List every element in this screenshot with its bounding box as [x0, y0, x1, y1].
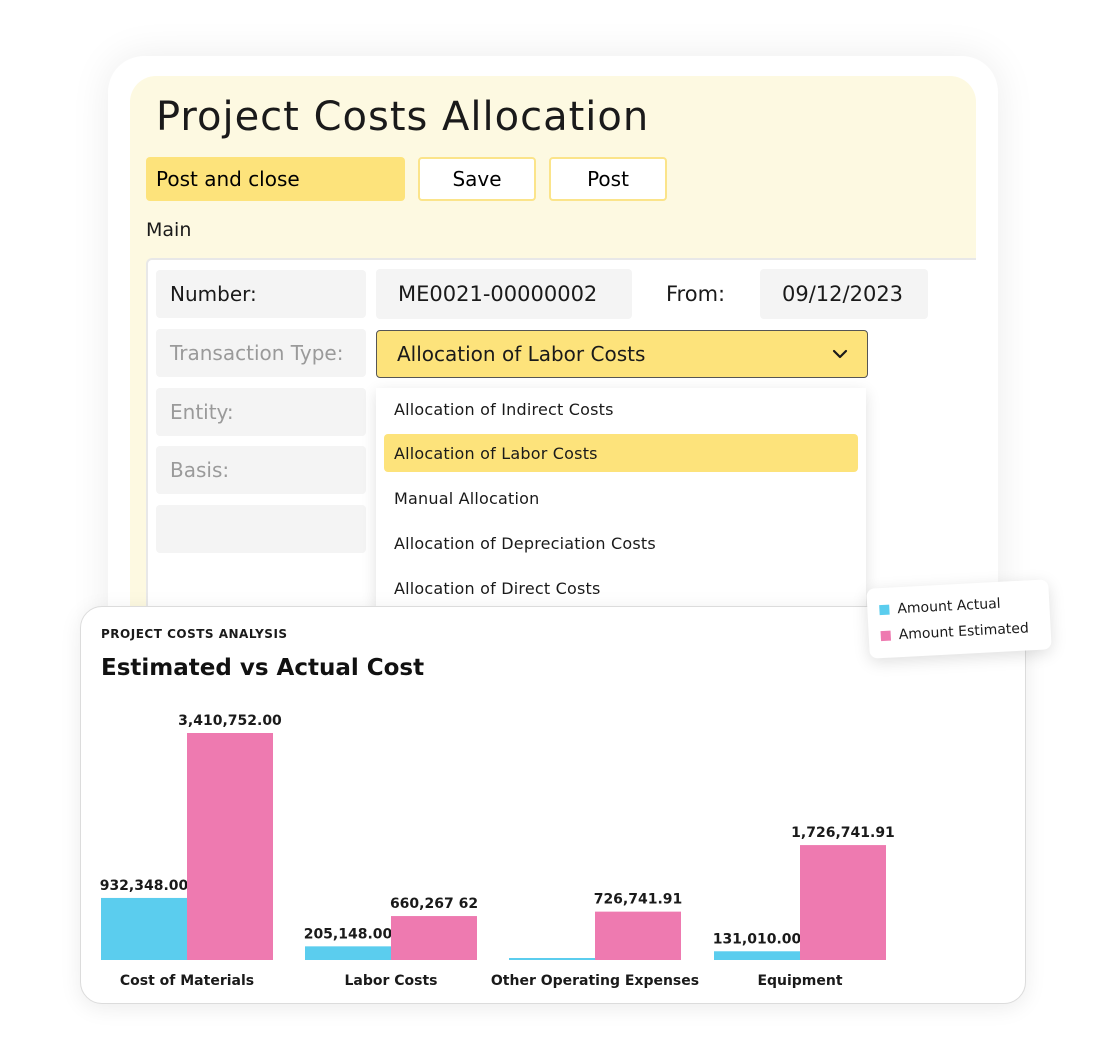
dropdown-option[interactable]: Allocation of Direct Costs: [394, 578, 601, 598]
post-button[interactable]: Post: [549, 157, 667, 201]
transaction-type-select[interactable]: Allocation of Labor Costs: [376, 330, 868, 378]
bar-actual: [305, 946, 391, 960]
fields-area: Number: ME0021-00000002 From: 09/12/2023…: [146, 258, 976, 636]
data-label: 1,726,741.91: [791, 825, 895, 841]
data-label: 932,348.00: [100, 878, 189, 894]
basis-label: Basis:: [156, 446, 366, 494]
number-field[interactable]: ME0021-00000002: [376, 269, 632, 319]
legend-swatch-estimated: [880, 630, 892, 642]
legend-item-estimated: Amount Estimated: [880, 620, 1029, 644]
entity-label: Entity:: [156, 388, 366, 436]
transaction-type-value: Allocation of Labor Costs: [397, 342, 646, 366]
data-label: 205,148.00: [304, 926, 393, 942]
legend-swatch-actual: [879, 604, 890, 616]
legend-item-actual: Amount Actual: [879, 596, 1001, 618]
data-label: 726,741.91: [594, 892, 683, 908]
page-title: Project Costs Allocation: [156, 94, 650, 140]
chart-card: PROJECT COSTS ANALYSIS Estimated vs Actu…: [80, 606, 1026, 1004]
transaction-type-dropdown: Allocation of Indirect Costs Allocation …: [376, 388, 866, 636]
form-panel: Project Costs Allocation Post and close …: [130, 76, 976, 636]
data-label: 660,267 62: [390, 896, 478, 912]
dropdown-option[interactable]: Allocation of Indirect Costs: [394, 399, 614, 419]
from-label: From:: [666, 282, 726, 306]
bar-actual: [714, 951, 800, 960]
category-label: Cost of Materials: [120, 973, 254, 989]
number-label: Number:: [156, 270, 366, 318]
save-button[interactable]: Save: [418, 157, 536, 201]
chart-title: Estimated vs Actual Cost: [101, 655, 425, 681]
bar-actual: [101, 897, 187, 960]
dropdown-option-selected[interactable]: Allocation of Labor Costs: [384, 434, 858, 472]
post-and-close-button[interactable]: Post and close: [146, 157, 405, 201]
legend-label-estimated: Amount Estimated: [898, 620, 1030, 644]
category-label: Equipment: [757, 973, 842, 989]
bar-estimated: [800, 845, 886, 960]
bar-estimated: [187, 733, 273, 960]
data-label: 3,410,752.00: [178, 713, 282, 729]
bar-actual: [509, 958, 595, 960]
transaction-type-label: Transaction Type:: [156, 329, 366, 377]
dropdown-option[interactable]: Manual Allocation: [394, 488, 540, 508]
category-label: Other Operating Expenses: [491, 973, 699, 989]
dropdown-option[interactable]: Allocation of Depreciation Costs: [394, 533, 656, 553]
data-label: 131,010.00: [713, 931, 802, 947]
section-tab-main[interactable]: Main: [146, 219, 192, 241]
bar-chart: 932,348.00 3,410,752.00 Cost of Materials 2…: [100, 713, 895, 989]
bar-estimated: [595, 911, 681, 960]
chevron-down-icon: [832, 349, 848, 359]
category-label: Labor Costs: [344, 973, 437, 989]
empty-field-label: [156, 505, 366, 553]
chart-kicker: PROJECT COSTS ANALYSIS: [101, 627, 288, 641]
from-date-field[interactable]: 09/12/2023: [760, 269, 928, 319]
chart-legend: Amount Actual Amount Estimated: [866, 579, 1052, 659]
legend-label-actual: Amount Actual: [896, 595, 1002, 618]
bar-estimated: [391, 916, 477, 960]
